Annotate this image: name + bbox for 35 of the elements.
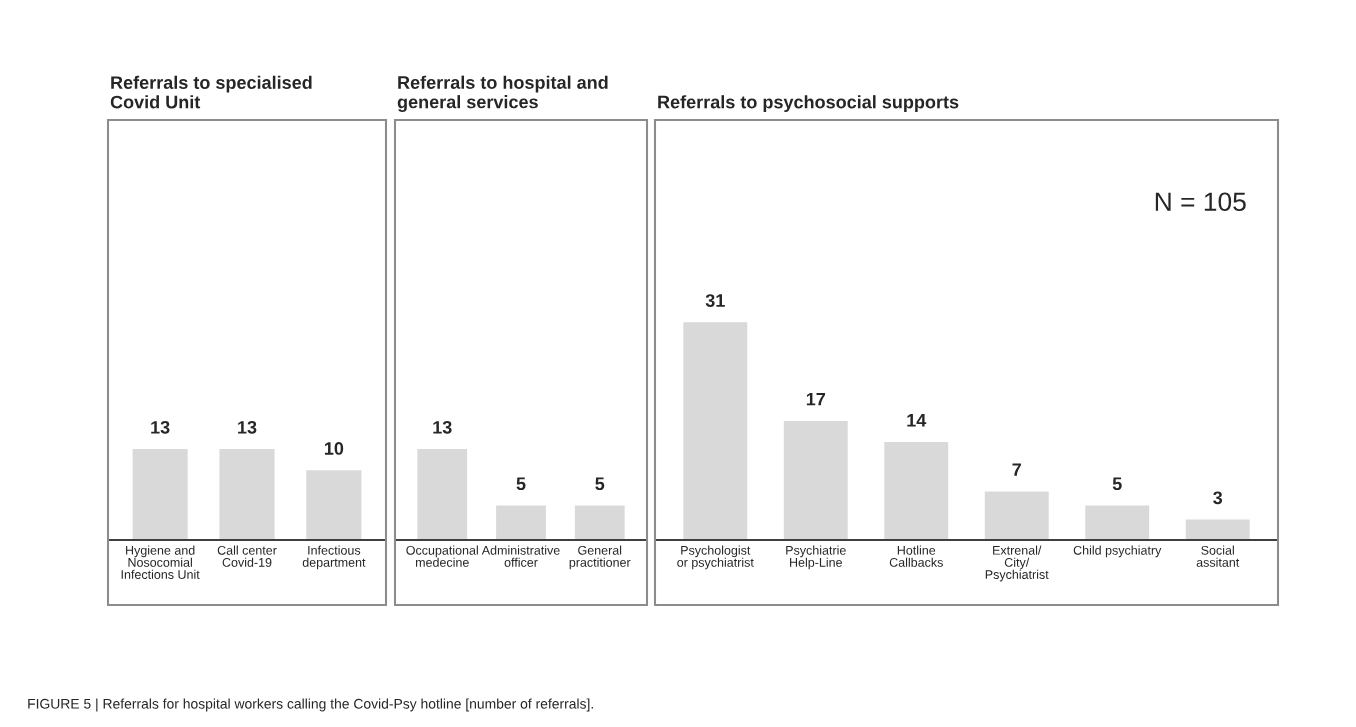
- x-tick-label: Hygiene and Nosocomial Infections Unit: [121, 545, 200, 579]
- bar: [1184, 518, 1252, 540]
- x-tick-label: Administrative officer: [481, 545, 560, 567]
- bar: [983, 489, 1051, 540]
- data-label: 13: [151, 420, 170, 434]
- x-tick-label: Call center Covid-19: [217, 545, 277, 567]
- data-label: 13: [238, 420, 257, 434]
- chart-title: Referrals to hospital and general services: [397, 75, 608, 112]
- x-tick-label: Extrenal/ City/ Psychiatrist: [985, 545, 1049, 582]
- data-label: 5: [516, 477, 526, 491]
- data-label: 10: [324, 442, 344, 455]
- caption: FIGURE 5 | Referrals for hospital workers calling the Covid-Psy hotline [number of referrals].: [28, 698, 593, 712]
- data-label: 3: [1213, 491, 1223, 505]
- data-label: 13: [433, 420, 452, 434]
- chart-title: Referrals to specialised Covid Unit: [110, 75, 312, 109]
- data-label: 17: [806, 392, 826, 406]
- x-tick-label: General practitioner: [569, 545, 631, 570]
- x-tick-label: Social assitant: [1196, 545, 1240, 567]
- x-tick-label: Psychologist or psychiatrist: [677, 545, 754, 570]
- bar: [882, 440, 950, 540]
- bar: [1083, 504, 1151, 540]
- chart-title: Referrals to psychosocial supports: [658, 95, 959, 112]
- text: N = 105: [1155, 192, 1246, 212]
- x-tick-label: Infectious department: [302, 545, 366, 570]
- x-tick-label: Child psychiatry: [1073, 545, 1162, 558]
- bar: [681, 320, 749, 540]
- data-label: 5: [595, 477, 605, 491]
- x-tick-label: Hotline Callbacks: [889, 545, 943, 567]
- data-label: 5: [1112, 477, 1122, 491]
- data-label: 14: [907, 414, 927, 427]
- data-label: 31: [705, 294, 725, 307]
- data-label: 7: [1012, 463, 1021, 476]
- bar: [782, 419, 850, 540]
- x-tick-label: Occupational medecine: [406, 545, 478, 567]
- x-tick-label: Psychiatrie Help-Line: [786, 545, 846, 570]
